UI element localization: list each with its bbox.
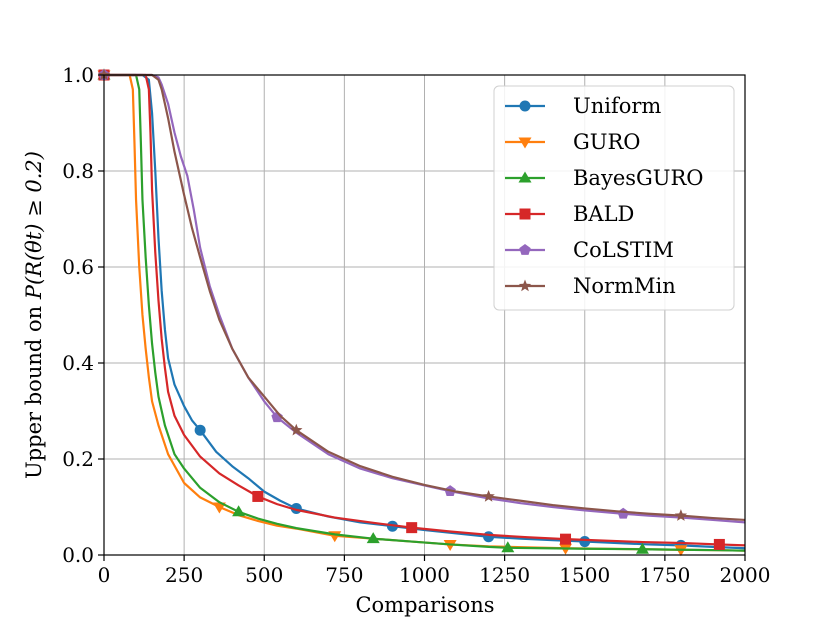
data-point-normmin bbox=[482, 489, 495, 502]
data-point-bayesguro bbox=[501, 541, 515, 553]
data-point-bald bbox=[560, 533, 572, 545]
y-axis-label: Upper bound on P(R(θt) ≥ 0.2) bbox=[22, 151, 46, 479]
x-tick-label: 250 bbox=[165, 563, 203, 587]
y-tick-label: 0.6 bbox=[62, 255, 94, 279]
x-tick-label: 0 bbox=[98, 563, 111, 587]
legend-marker-bayesguro bbox=[518, 171, 532, 183]
legend-box bbox=[493, 85, 735, 311]
legend: Uniform GURO BayesGURO BALD CoLSTIM NormMin bbox=[493, 85, 735, 311]
legend-label-bayesguro: BayesGURO bbox=[573, 166, 704, 190]
series-line-uniform bbox=[104, 73, 746, 550]
y-axis-label-prefix: Upper bound on bbox=[22, 299, 46, 479]
series-line-normmin bbox=[104, 73, 746, 522]
data-point-bayesguro bbox=[366, 532, 380, 544]
legend-marker-colstim bbox=[519, 244, 531, 255]
x-tick-label: 1000 bbox=[399, 563, 450, 587]
data-point-bald bbox=[713, 538, 725, 550]
series-normmin bbox=[97, 68, 746, 522]
legend-marker-guro bbox=[518, 137, 532, 149]
y-tick-label: 0.8 bbox=[62, 159, 94, 183]
legend-marker-normmin bbox=[518, 279, 532, 292]
legend-label-colstim: CoLSTIM bbox=[573, 238, 674, 262]
legend-item-normmin: NormMin bbox=[505, 274, 676, 298]
legend-marker-bald bbox=[519, 208, 531, 220]
series-line-bald bbox=[104, 73, 746, 547]
x-axis-label: Comparisons bbox=[355, 593, 494, 617]
x-tick-label: 1500 bbox=[559, 563, 610, 587]
legend-marker-uniform bbox=[519, 100, 531, 112]
data-point-uniform bbox=[579, 536, 591, 548]
legend-item-colstim: CoLSTIM bbox=[505, 238, 674, 262]
data-point-bald bbox=[252, 490, 264, 502]
y-tick-label: 0.2 bbox=[62, 447, 94, 471]
data-point-bald bbox=[406, 522, 418, 534]
data-point-colstim bbox=[617, 507, 629, 519]
x-tick-label: 500 bbox=[245, 563, 283, 587]
data-point-normmin bbox=[290, 423, 303, 436]
x-tick-label: 1250 bbox=[479, 563, 530, 587]
x-tick-label: 750 bbox=[325, 563, 363, 587]
data-point-normmin bbox=[674, 509, 688, 521]
legend-item-bayesguro: BayesGURO bbox=[505, 166, 704, 190]
y-tick-label: 0.0 bbox=[62, 543, 94, 567]
x-tick-label: 1750 bbox=[639, 563, 690, 587]
legend-label-guro: GURO bbox=[573, 130, 641, 154]
data-point-uniform bbox=[483, 531, 495, 543]
legend-label-normmin: NormMin bbox=[573, 274, 676, 298]
y-axis-label-math: P(R(θt) ≥ 0.2) bbox=[22, 151, 46, 300]
legend-item-bald: BALD bbox=[505, 202, 634, 226]
y-tick-label: 1.0 bbox=[62, 63, 94, 87]
data-point-guro bbox=[212, 502, 226, 514]
legend-item-guro: GURO bbox=[505, 130, 641, 154]
y-tick-label: 0.4 bbox=[62, 351, 94, 375]
legend-item-uniform: Uniform bbox=[505, 94, 661, 118]
data-point-bayesguro bbox=[635, 542, 649, 554]
legend-label-bald: BALD bbox=[573, 202, 634, 226]
legend-label-uniform: Uniform bbox=[573, 94, 661, 118]
data-point-uniform bbox=[194, 424, 206, 436]
data-point-normmin bbox=[97, 68, 111, 81]
x-tick-label: 2000 bbox=[720, 563, 771, 587]
data-point-bayesguro bbox=[232, 505, 246, 517]
series-group bbox=[97, 68, 746, 557]
axis-ticks: 0 250 500 750 1000 1250 1500 1750 2000 0.0 0.2 0.4 0… bbox=[62, 63, 770, 587]
